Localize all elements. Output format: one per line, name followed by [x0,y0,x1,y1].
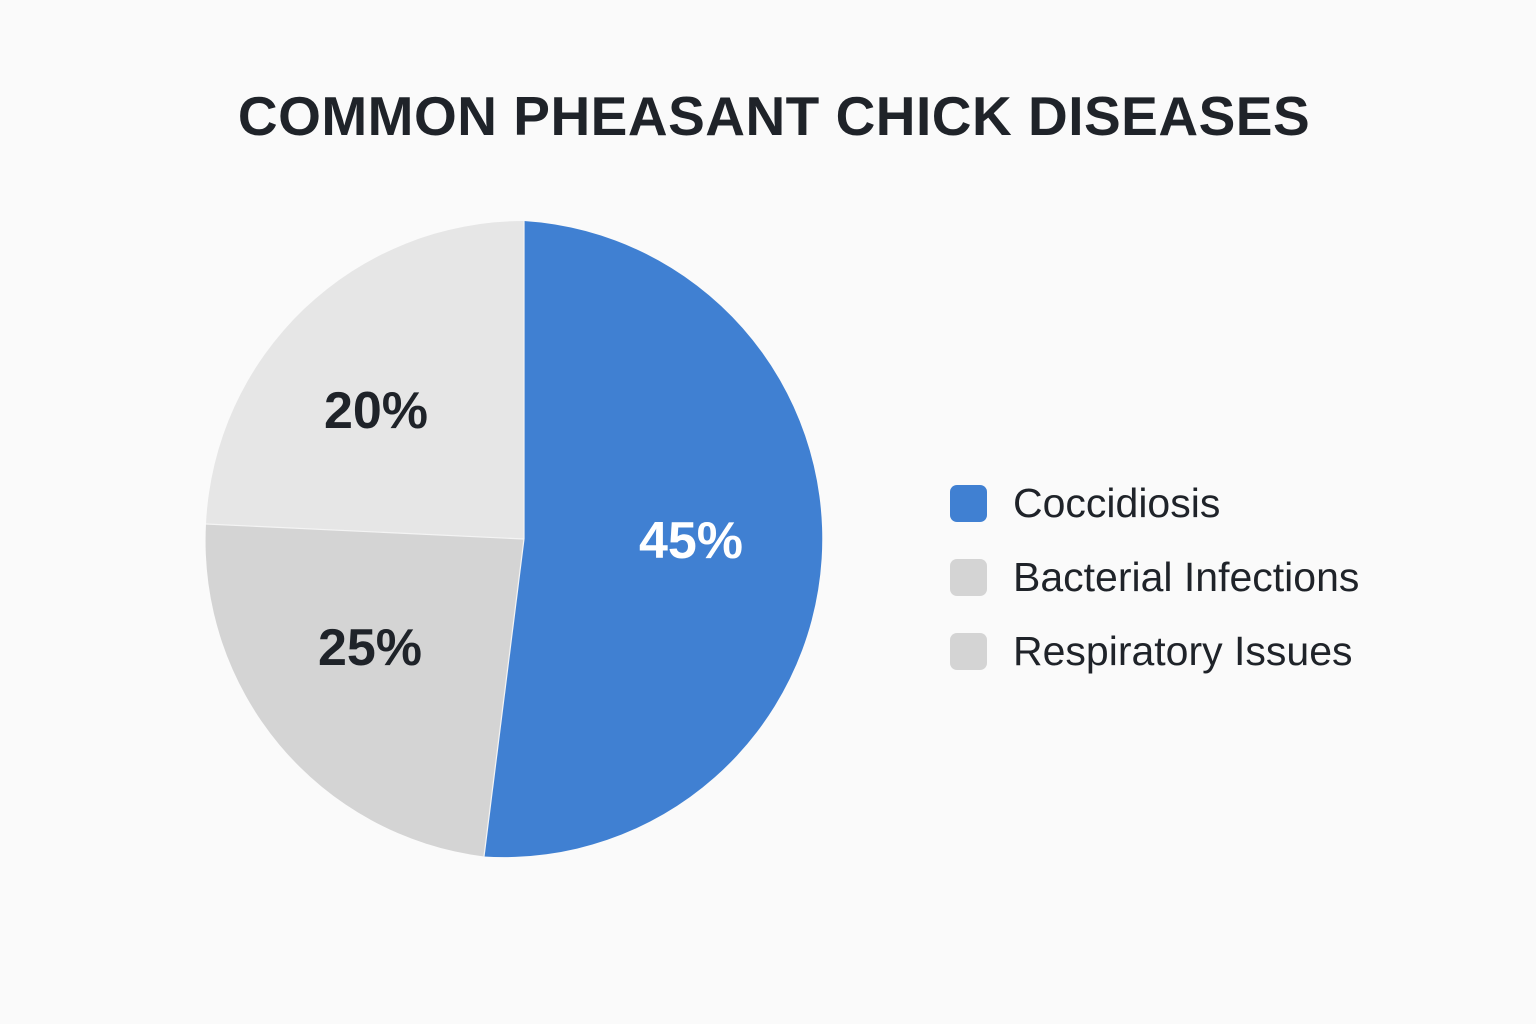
pie-slice-bacterial-infections [205,524,524,857]
pie-slice-respiratory-issues [206,220,524,539]
slice-label-respiratory-issues: 20% [324,382,428,440]
legend-item-bacterial-infections: Bacterial Infections [950,540,1359,614]
legend-item-coccidiosis: Coccidiosis [950,466,1359,540]
legend-label: Respiratory Issues [1013,627,1353,674]
slice-label-bacterial-infections: 25% [318,619,422,677]
legend-swatch-bacterial-infections [950,558,987,596]
chart-title: COMMON PHEASANT CHICK DISEASES [237,85,1311,147]
legend-swatch-respiratory-issues [950,632,987,670]
legend-swatch-coccidiosis [950,484,987,522]
legend-label: Bacterial Infections [1013,553,1360,600]
legend-item-respiratory-issues: Respiratory Issues [950,614,1359,688]
slice-label-coccidiosis: 45% [639,512,743,570]
legend-label: Coccidiosis [1013,479,1221,526]
legend: Coccidiosis Bacterial Infections Respira… [950,466,1359,688]
pie-slice-coccidiosis [484,221,823,858]
